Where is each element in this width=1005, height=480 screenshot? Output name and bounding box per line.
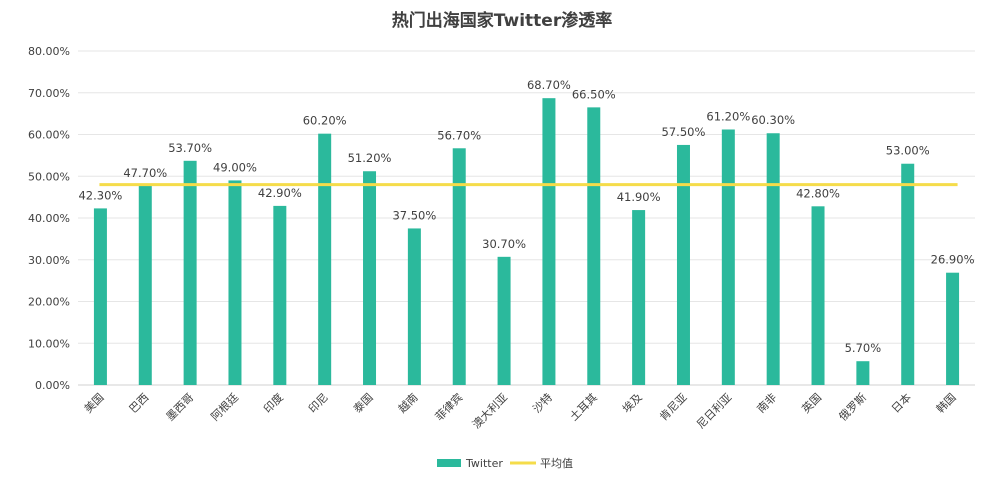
data-label: 49.00% [213, 160, 257, 174]
bar [228, 180, 242, 385]
bar [93, 208, 107, 385]
x-tick-label: 日本 [888, 390, 913, 415]
y-tick-label: 70.00% [28, 87, 70, 100]
chart-title: 热门出海国家Twitter渗透率 [392, 10, 612, 31]
bar [632, 210, 646, 385]
bar [273, 205, 287, 385]
bar [183, 160, 197, 385]
bar [542, 98, 556, 386]
data-label: 41.90% [617, 190, 661, 204]
x-tick-label: 俄罗斯 [836, 391, 869, 424]
x-tick-label: 英国 [799, 390, 824, 415]
x-axis-ticks: 美国 巴西 墨西哥 阿根廷 印度 印尼 泰国 越南 菲律宾 澳大利亚 沙特 土耳其 埃及 肯尼亚 尼日利亚南… [82, 390, 959, 431]
x-tick-label: 泰国 [350, 390, 375, 415]
data-label: 30.70% [482, 237, 526, 251]
data-label: 5.70% [845, 341, 882, 355]
data-label: 56.70% [437, 128, 481, 142]
y-tick-label: 20.00% [28, 296, 70, 309]
x-tick-label: 阿根廷 [208, 390, 241, 423]
legend-label-twitter: Twitter [465, 457, 503, 470]
x-tick-label: 沙特 [530, 390, 555, 415]
data-label: 68.70% [527, 78, 571, 92]
x-tick-label: 印度 [260, 390, 285, 415]
legend-label-average: 平均值 [540, 457, 573, 470]
x-tick-label: 印尼 [306, 391, 331, 416]
bar [946, 272, 960, 385]
x-tick-label: 澳大利亚 [469, 390, 510, 431]
bar [363, 171, 377, 385]
legend: Twitter 平均值 [437, 457, 573, 470]
data-label: 26.90% [931, 253, 975, 267]
data-label: 60.30% [751, 113, 795, 127]
bars [93, 98, 960, 386]
bar [497, 256, 511, 385]
data-label: 42.90% [258, 186, 302, 200]
bar [407, 228, 421, 385]
bar [721, 129, 735, 385]
bar [856, 361, 870, 385]
y-tick-label: 40.00% [28, 212, 70, 225]
y-tick-label: 10.00% [28, 337, 70, 350]
data-label: 37.50% [392, 208, 436, 222]
legend-swatch-twitter [437, 459, 461, 467]
y-axis-ticks: 0.00% 10.00% 20.00% 30.00% 40.00% 50.00% 60.00… [28, 45, 70, 392]
data-label: 47.70% [123, 166, 167, 180]
x-tick-label: 南非 [755, 391, 780, 416]
bar [587, 107, 601, 386]
data-label: 53.00% [886, 144, 930, 158]
bar [901, 163, 915, 385]
x-tick-label: 韩国 [933, 390, 958, 415]
bar [318, 133, 332, 385]
x-tick-label: 墨西哥 [164, 391, 197, 424]
gridlines [78, 50, 975, 386]
x-tick-label: 巴西 [127, 391, 152, 416]
bar [138, 185, 152, 385]
bar [676, 144, 690, 385]
y-tick-label: 30.00% [28, 254, 70, 267]
x-tick-label: 肯尼亚 [657, 391, 690, 424]
x-tick-label: 菲律宾 [432, 390, 465, 423]
y-tick-label: 50.00% [28, 170, 70, 183]
data-label: 51.20% [348, 151, 392, 165]
x-tick-label: 土耳其 [567, 391, 600, 424]
x-tick-label: 尼日利亚 [694, 391, 734, 431]
data-label: 66.50% [572, 87, 616, 101]
data-label: 42.80% [796, 186, 840, 200]
data-label: 60.20% [303, 114, 347, 128]
data-label: 42.30% [78, 188, 122, 202]
data-labels: 42.30%47.70%53.70%49.00%42.90% 60.20% 51.2… [78, 78, 974, 355]
bar [766, 133, 780, 385]
bar [452, 148, 466, 385]
x-tick-label: 美国 [82, 391, 107, 416]
x-tick-label: 埃及 [619, 390, 644, 415]
y-tick-label: 80.00% [28, 45, 70, 58]
data-label: 53.70% [168, 141, 212, 155]
data-label: 61.20% [706, 109, 750, 123]
y-tick-label: 60.00% [28, 129, 70, 142]
data-label: 57.50% [662, 125, 706, 139]
x-tick-label: 越南 [395, 390, 420, 415]
bar [811, 206, 825, 385]
y-tick-label: 0.00% [35, 379, 70, 392]
